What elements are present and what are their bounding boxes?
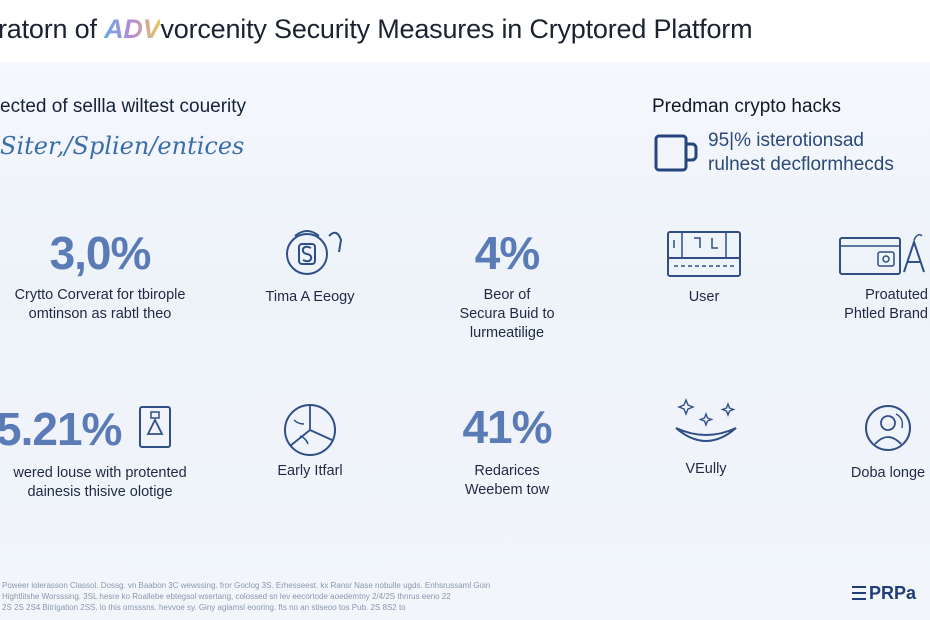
feature-caption-line-2: Phtled Brand	[844, 306, 928, 322]
stat-caption-line-1: Beor of	[483, 287, 531, 303]
feature-card-early-start: Early Itfarl	[240, 400, 380, 481]
stat-caption-line-2: omtinson as rabtl theo	[28, 306, 172, 322]
stat-value: 3,0%	[49, 227, 152, 279]
footnote-line-1: Poweer iolerasson Classol. Dossg. vn Baa…	[2, 581, 491, 590]
stat-row: 5.21%	[0, 404, 200, 452]
stat-card-crypto-conversion: 3,0% Crytto Corverat for tbirople omtins…	[2, 230, 198, 324]
feature-caption: VEully	[685, 461, 727, 477]
feature-caption: Early Itfarl	[277, 463, 343, 479]
logo-glyph-icon	[852, 586, 866, 600]
server-rack-icon	[650, 228, 758, 280]
brand-logo: PRPa	[852, 583, 916, 604]
stat-card-reductions: 41% Redarices Weebem tow	[432, 404, 582, 500]
feature-card-verify: VEully	[656, 390, 756, 479]
title-suffix: vorcenity Security Measures in Cryptored…	[160, 14, 753, 44]
stat-value: 5.21%	[0, 403, 122, 455]
stat-caption-line-2: Weebem tow	[464, 482, 550, 498]
title-prefix: ratorn of	[0, 14, 105, 44]
stat-value: 41%	[462, 401, 552, 453]
footnote-line-2: Hightlitshe Worsssing. 3SL hesre ko Roal…	[2, 592, 451, 601]
person-avatar-icon	[846, 404, 930, 454]
feature-caption-line-1: Proatuted	[865, 287, 928, 303]
intro-block: ected of sellla wiltest couerity Siter,/…	[0, 96, 246, 160]
browser-window-icon	[826, 226, 928, 278]
hacks-panel: Predman crypto hacks 95|% isterotionsad …	[652, 96, 930, 175]
title-bar: ratorn of ADVvorcenity Security Measures…	[0, 0, 930, 62]
stat-card-secure-build: 4% Beor of Secura Buid to lurmeatilige	[432, 230, 582, 343]
document-icon	[136, 404, 176, 450]
hacks-text: 95|% isterotionsad rulnest decflormhecds	[708, 129, 894, 177]
intro-subtitle: ected of sellla wiltest couerity	[0, 96, 247, 117]
title-logo-mark: ADV	[104, 14, 161, 44]
feature-card-time-energy: Tima A Eeogy	[240, 226, 380, 307]
intro-script-line: Siter,/Splien/entices	[0, 132, 245, 160]
feature-caption: Tima A Eeogy	[265, 289, 355, 305]
feature-card-data-longevity: Doba longe	[846, 404, 930, 483]
stat-caption-line-3: lurmeatilige	[469, 325, 545, 341]
shield-badge-icon	[240, 226, 380, 282]
footnote-line-3: 2S 2S 2S4 Bitrigation 2SS. lo this omsss…	[2, 603, 406, 612]
stat-caption-line-2: Secura Buid to	[459, 306, 555, 322]
pie-clock-icon	[240, 400, 380, 458]
stat-caption-line-2: dainesis thisive olotige	[27, 484, 173, 500]
feature-caption: Doba longe	[850, 465, 926, 481]
stat-caption-line-1: wered louse with protented	[13, 465, 187, 481]
stat-caption-line-1: Crytto Corverat for tbirople	[14, 287, 186, 303]
sparkle-bowl-icon	[656, 390, 756, 454]
footnote: Poweer iolerasson Classol. Dossg. vn Baa…	[2, 580, 490, 613]
hacks-line-2: rulnest decflormhecds	[708, 154, 894, 175]
feature-card-user: User	[650, 228, 758, 307]
feature-caption: User	[688, 289, 720, 305]
stat-card-protected-house: 5.21% wered louse with protented dainesi…	[0, 404, 200, 502]
hacks-heading: Predman crypto hacks	[652, 96, 842, 117]
logo-text: PRPa	[869, 583, 917, 603]
mug-icon	[654, 132, 698, 181]
hacks-line-1: 95|% isterotionsad	[708, 130, 864, 151]
stat-value: 4%	[474, 227, 540, 279]
page-title: ratorn of ADVvorcenity Security Measures…	[0, 14, 753, 45]
stat-caption-line-1: Redarices	[474, 463, 540, 479]
feature-card-protected-brand: Proatuted Phtled Brand	[826, 226, 928, 324]
